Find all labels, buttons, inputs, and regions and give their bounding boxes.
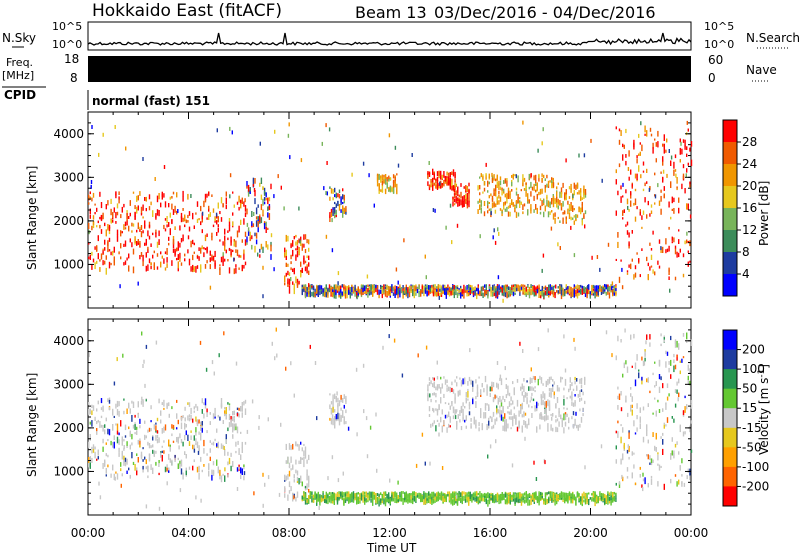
colorbar-segment [723, 230, 737, 253]
colorbar-tick-label: 50 [742, 382, 757, 396]
colorbar-tick-label: -50 [742, 440, 762, 454]
colorbar-tick-label: -15 [742, 421, 762, 435]
echo-region-1 [246, 177, 272, 260]
colorbar-segment [723, 447, 737, 468]
y-tick-label: 1000 [53, 464, 84, 478]
y-tick-label: 4000 [53, 334, 84, 348]
colorbar-segment [723, 388, 737, 409]
colorbar-tick-label: 20 [742, 179, 757, 193]
frequency-bar [88, 56, 691, 82]
x-tick-label: 00:00 [71, 526, 106, 540]
colorbar-tick-label: 200 [742, 343, 765, 357]
y-tick-label: 3000 [53, 170, 84, 184]
y-tick-label: 1000 [53, 257, 84, 271]
y-axis-label: Slant Range [km] [25, 166, 39, 270]
colorbar-segment [723, 186, 737, 209]
cpid-label: CPID [4, 88, 36, 102]
colorbar-segment [723, 466, 737, 487]
colorbar-segment [723, 330, 737, 351]
freq-left-tick-high: 18 [64, 52, 79, 66]
echo-region-4 [329, 186, 347, 222]
freq-right-tick-low: 0 [708, 71, 716, 85]
colorbar-segment [723, 252, 737, 275]
velocity-panel: 1000 2000 3000 4000 Slant Range [km] [25, 318, 693, 516]
colorbar-tick-label: -100 [742, 460, 769, 474]
freq-left-tick-low: 8 [70, 71, 78, 85]
power-panel: 1000 2000 3000 4000 Slant Range [km] [25, 111, 693, 309]
noise-right-tick-low: 10^0 [704, 38, 734, 51]
colorbar-segment [723, 408, 737, 429]
colorbar-segment [723, 349, 737, 370]
x-tick-label: 08:00 [272, 526, 307, 540]
colorbar-tick-label: 28 [742, 135, 757, 149]
speckle-noise [88, 327, 688, 511]
echo-region-2 [301, 491, 617, 507]
power-colorbar: 28 24 20 16 12 8 4 [722, 119, 757, 297]
noise-left-tick-low: 10^0 [52, 38, 82, 51]
colorbar-segment [723, 164, 737, 187]
noise-left-tick-high: 10^5 [52, 20, 82, 33]
colorbar-tick-label: 24 [742, 157, 757, 171]
colorbar-tick-label: 8 [742, 245, 750, 259]
colorbar-tick-label: -200 [742, 479, 769, 493]
echo-region-10 [615, 125, 693, 283]
colorbar-tick-label: 15 [742, 401, 757, 415]
colorbar-segment [723, 208, 737, 231]
colorbar-segment [723, 369, 737, 390]
y-tick-label: 4000 [53, 127, 84, 141]
colorbar-segment [723, 142, 737, 165]
colorbar-segment [723, 486, 737, 507]
echo-region-4 [427, 375, 586, 434]
velocity-colorbar-label: Velocity [m s-1] [757, 364, 771, 455]
colorbar-tick-label: 100 [742, 362, 765, 376]
echo-region-9 [552, 182, 587, 226]
freq-right-tick-high: 60 [708, 53, 723, 67]
x-tick-label: 12:00 [372, 526, 407, 540]
echo-region-3 [301, 284, 617, 300]
freq-unit-label: [MHz] [2, 69, 34, 82]
y-tick-label: 2000 [53, 421, 84, 435]
colorbar-segment [723, 274, 737, 297]
cpid-text: normal (fast) 151 [92, 94, 210, 108]
freq-label: Freq. [6, 56, 33, 69]
echo-region-6 [427, 168, 456, 192]
noise-panel: N.Sky 10^5 10^0 10^5 10^0 N.Search [2, 20, 800, 51]
beam-label: Beam 13 [355, 3, 427, 22]
echo-region-5 [376, 173, 398, 195]
date-range: 03/Dec/2016 - 04/Dec/2016 [434, 3, 656, 22]
x-axis-label: Time UT [366, 541, 417, 554]
noise-sky-line [87, 32, 692, 46]
colorbar-tick-label: 16 [742, 201, 757, 215]
noise-right-tick-high: 10^5 [704, 20, 734, 33]
x-tick-label: 00:00 [674, 526, 709, 540]
y-tick-label: 3000 [53, 377, 84, 391]
speckle-noise [88, 120, 692, 303]
x-tick-label: 04:00 [171, 526, 206, 540]
echo-region-7 [452, 182, 470, 209]
frequency-panel: Freq. [MHz] 18 8 60 0 Nave [2, 52, 777, 85]
nave-label: Nave [746, 63, 777, 77]
plot-title: Hokkaido East (fitACF) [92, 1, 282, 21]
y-tick-label: 2000 [53, 214, 84, 228]
velocity-colorbar: 200 100 50 15 -15 -50 -100 -200 [722, 329, 769, 507]
colorbar-tick-label: 4 [742, 267, 750, 281]
colorbar-tick-label: 12 [742, 223, 757, 237]
echo-region-0 [88, 397, 247, 483]
y-axis-label: Slant Range [km] [25, 373, 39, 477]
time-axis-labels: 00:00 04:00 08:00 12:00 16:00 20:00 00:00 [71, 526, 709, 540]
echo-region-3 [329, 393, 347, 429]
x-tick-label: 20:00 [573, 526, 608, 540]
power-colorbar-label: Power [dB] [757, 181, 771, 246]
colorbar-segment [723, 427, 737, 448]
nsky-label: N.Sky [2, 31, 36, 45]
colorbar-segment [723, 120, 737, 143]
nsearch-label: N.Search [746, 31, 800, 45]
x-tick-label: 16:00 [473, 526, 508, 540]
echo-region-0 [88, 190, 247, 275]
